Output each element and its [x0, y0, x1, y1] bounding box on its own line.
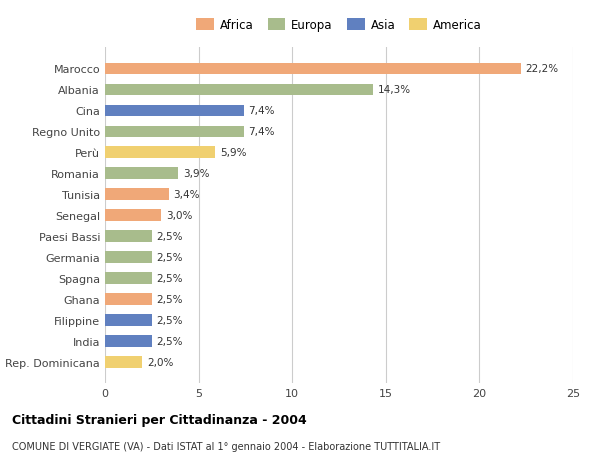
Text: 22,2%: 22,2% — [525, 64, 559, 74]
Bar — [105, 231, 152, 242]
Bar — [105, 126, 244, 138]
Bar — [105, 357, 142, 368]
Bar — [105, 189, 169, 201]
Bar — [105, 168, 178, 179]
Bar — [105, 336, 152, 347]
Text: 14,3%: 14,3% — [377, 85, 410, 95]
Text: Cittadini Stranieri per Cittadinanza - 2004: Cittadini Stranieri per Cittadinanza - 2… — [12, 413, 307, 426]
Text: 2,5%: 2,5% — [157, 315, 183, 325]
Text: 3,4%: 3,4% — [173, 190, 200, 200]
Text: 3,9%: 3,9% — [182, 169, 209, 179]
Bar — [105, 147, 215, 159]
Legend: Africa, Europa, Asia, America: Africa, Europa, Asia, America — [193, 16, 485, 36]
Text: 5,9%: 5,9% — [220, 148, 247, 158]
Bar — [105, 210, 161, 222]
Bar — [105, 315, 152, 326]
Text: 2,5%: 2,5% — [157, 274, 183, 284]
Text: 2,5%: 2,5% — [157, 336, 183, 347]
Text: 2,5%: 2,5% — [157, 232, 183, 241]
Bar — [105, 84, 373, 96]
Text: 7,4%: 7,4% — [248, 127, 275, 137]
Bar — [105, 273, 152, 284]
Bar — [105, 252, 152, 263]
Bar — [105, 105, 244, 117]
Bar — [105, 294, 152, 305]
Text: 2,5%: 2,5% — [157, 295, 183, 304]
Text: COMUNE DI VERGIATE (VA) - Dati ISTAT al 1° gennaio 2004 - Elaborazione TUTTITALI: COMUNE DI VERGIATE (VA) - Dati ISTAT al … — [12, 441, 440, 451]
Bar — [105, 63, 521, 75]
Text: 7,4%: 7,4% — [248, 106, 275, 116]
Text: 3,0%: 3,0% — [166, 211, 192, 221]
Text: 2,5%: 2,5% — [157, 252, 183, 263]
Text: 2,0%: 2,0% — [147, 357, 173, 367]
